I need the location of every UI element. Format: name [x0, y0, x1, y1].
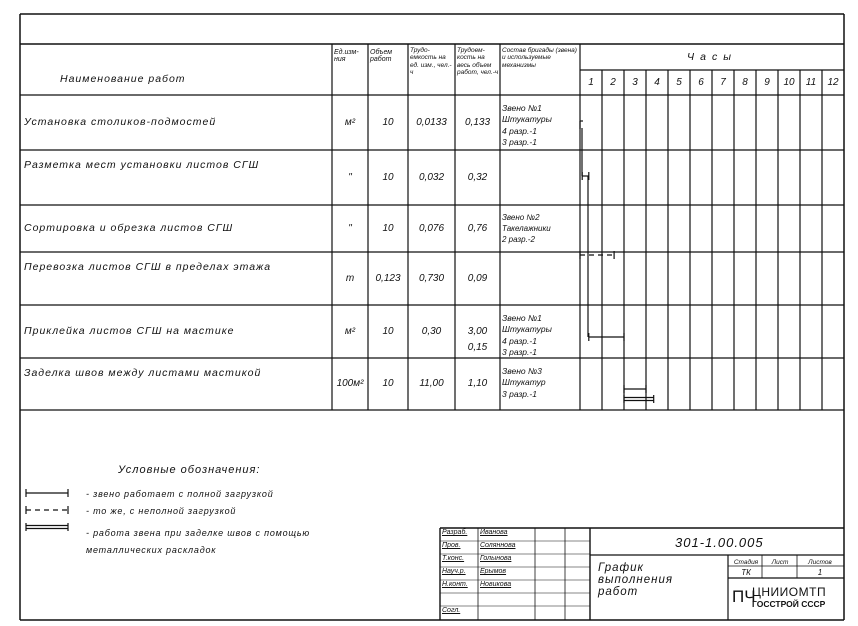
cell-name: Заделка швов между листами мастикой — [24, 367, 262, 379]
cell-name: Перевозка листов СГШ в пределах этажа — [24, 261, 272, 273]
cell-name: Установка столиков-подмостей — [24, 115, 217, 128]
cell-labor-unit: 11,00 — [419, 378, 444, 389]
cell-name: Сортировка и обрезка листов СГШ — [24, 221, 234, 234]
signature-name: Новикова — [480, 581, 512, 588]
stage-label: Стадия — [733, 559, 759, 566]
cell-labor-total: 0,133 — [464, 116, 491, 128]
signature-role: Т.конс. — [442, 555, 465, 562]
hour-label: 5 — [676, 77, 682, 88]
hour-label: 12 — [827, 77, 839, 88]
sheets-value: 1 — [817, 568, 823, 577]
signature-role: Согл. — [442, 607, 461, 614]
cell-labor-unit: 0,076 — [418, 222, 445, 234]
cell-unit: м² — [344, 325, 356, 337]
cell-crew: Звено №3 Штукатур 3 разр.-1 — [502, 366, 546, 399]
cell-unit: т — [345, 272, 355, 284]
cell-labor-total: 1,10 — [467, 378, 488, 389]
header-name: Наименование работ — [60, 73, 186, 85]
cell-crew: Звено №2 Такелажники 2 разр.-2 — [502, 213, 551, 244]
signature-role: Н.конт. — [442, 581, 468, 588]
org-line2: ГОССТРОЙ СССР — [752, 599, 826, 609]
cell-unit: " — [348, 222, 352, 234]
hour-label: 11 — [805, 77, 817, 88]
legend-item-full: - звено работает с полной загрузкой — [86, 489, 274, 499]
org-line1: ЦНИИОМТП — [752, 585, 827, 599]
org-prefix: ПЧ — [732, 587, 756, 606]
hour-label: 6 — [698, 77, 704, 88]
cell-name: Разметка мест установки листов СГШ — [24, 159, 260, 171]
signature-name: Соляннова — [480, 542, 516, 549]
signature-name: Иванова — [480, 529, 508, 536]
hour-label: 7 — [720, 77, 726, 88]
header-crew: Состав бригады (звена) и используемые ме… — [502, 47, 577, 69]
cell-volume: 0,123 — [375, 272, 401, 284]
cell-crew: Звено №1 Штукатуры 4 разр.-1 3 разр.-1 — [502, 103, 552, 148]
hour-label: 3 — [632, 77, 638, 88]
hour-label: 2 — [610, 77, 616, 88]
cell-labor-unit: 0,730 — [418, 272, 445, 284]
hour-label: 4 — [654, 77, 660, 88]
header-unit: Ед.изм-ния — [334, 49, 359, 64]
cell-unit: м² — [344, 116, 356, 128]
legend-title: Условные обозначения: — [118, 464, 261, 476]
cell-unit: " — [348, 171, 352, 183]
header-labor-unit: Трудо-емкость на ед. изм., чел.-ч — [410, 47, 452, 77]
signature-role: Разраб. — [442, 529, 468, 536]
cell-volume: 10 — [382, 378, 394, 389]
sheets-label: Листов — [808, 559, 832, 566]
cell-labor-unit: 0,30 — [421, 325, 442, 337]
cell-volume: 10 — [382, 222, 394, 234]
cell-volume: 10 — [382, 171, 394, 183]
header-hours: Часы — [687, 51, 737, 63]
cell-labor-total: 3,00 0,15 — [467, 325, 488, 353]
cell-volume: 10 — [382, 325, 394, 337]
hour-label: 1 — [588, 77, 594, 88]
cell-labor-unit: 0,032 — [418, 171, 445, 183]
cell-volume: 10 — [382, 116, 394, 128]
header-labor-total: Трудоем-кость на весь объем работ, чел.-… — [457, 47, 499, 77]
signature-name: Голынова — [480, 555, 512, 562]
sheet-label: Лист — [771, 559, 789, 566]
cell-labor-total: 0,09 — [467, 272, 488, 284]
signature-role: Пров. — [442, 542, 461, 549]
signature-name: Ерымов — [480, 568, 507, 575]
legend-item-partial: - то же, с неполной загрузкой — [86, 506, 237, 516]
drawing-code: 301-1.00.005 — [675, 535, 764, 550]
stage-value: ТК — [741, 568, 751, 577]
hour-label: 8 — [742, 77, 748, 88]
hour-label: 9 — [764, 77, 770, 88]
signature-role: Науч.р. — [442, 568, 466, 575]
legend-item-double: - работа звена при заделке швов с помощь… — [86, 528, 310, 556]
hour-label: 10 — [783, 77, 795, 88]
cell-labor-total: 0,76 — [467, 222, 488, 234]
header-volume: Объем работ — [370, 49, 393, 64]
cell-name: Приклейка листов СГШ на мастике — [24, 324, 235, 337]
cell-labor-total: 0,32 — [467, 171, 488, 183]
cell-unit: 100м² — [336, 378, 364, 389]
cell-crew: Звено №1 Штукатуры 4 разр.-1 3 разр.-1 — [502, 313, 552, 358]
cell-labor-unit: 0,0133 — [416, 116, 447, 128]
drawing-title: График выполнения работ — [598, 562, 674, 599]
